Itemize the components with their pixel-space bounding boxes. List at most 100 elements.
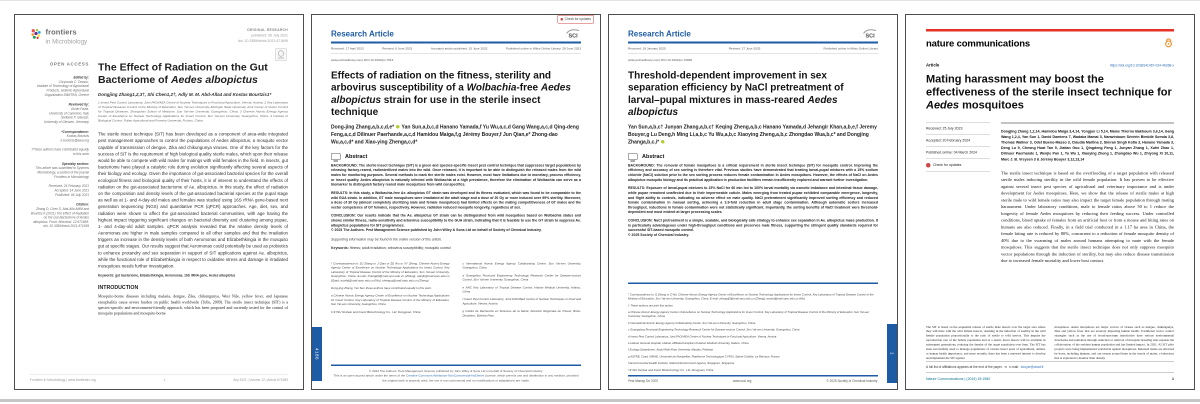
affiliation-g: g ASTRE, Cirad, INRAE, Université de Mon… — [628, 355, 780, 359]
nature-header: nature communications — [926, 37, 1174, 51]
paper-page-wiley-2023: Check for updates Research Article SCI R… — [311, 14, 601, 390]
published-online-date: Published online in Wiley Online Library… — [506, 47, 581, 51]
check-updates-label: Check for updates — [564, 17, 591, 22]
check-updates-dot-icon — [560, 18, 564, 21]
frontiers-sidebar: OPEN ACCESS Edited by: Chrysoula C. Tass… — [30, 61, 89, 374]
open-access-icon — [1163, 37, 1174, 51]
doi-line[interactable]: (wileyonlinelibrary.com) DOI 10.1002/ps.… — [628, 58, 693, 63]
authors-line: Yan Sun,a,b,c† Junyan Zhang,a,b,c† Keqin… — [628, 124, 877, 145]
affiliations: 1 Insect Pest Control Laboratory, Joint … — [98, 101, 288, 123]
sci-logo-icon: SCI — [564, 27, 581, 39]
doi-link[interactable]: https://doi.org/10.1038/s41467-024-46268… — [1109, 64, 1174, 68]
affiliation-d: d Insect Pest Control Laboratory, Joint … — [628, 335, 777, 339]
abstract-conclusion: CONCLUSION: NaCl pretreatment is a simpl… — [628, 219, 878, 238]
footnotes: * Correspondence to: DJ Zhang or J Qian … — [331, 262, 581, 321]
joint-first-author-note: † These authors are joint first author. — [628, 304, 674, 308]
sci-logo-icon: SCI — [861, 27, 878, 39]
open-access-label: OPEN ACCESS — [49, 61, 89, 67]
introduction-heading: INTRODUCTION — [98, 284, 139, 291]
affiliation-d: d Guangzhou Provincial Engineering Techn… — [462, 274, 582, 282]
affiliation-a: a Chinese Atomic Energy Agency Center of… — [331, 294, 450, 307]
cc-license-link[interactable]: Creative Commons Attribution-NonCommerci… — [406, 374, 485, 378]
check-for-updates-badge[interactable]: Check for updates — [557, 15, 594, 24]
received-date: Received: 25 July 2023 — [926, 122, 990, 134]
footer-page-number: 1 — [163, 378, 166, 383]
citation-label: Citation: — [76, 203, 89, 207]
footer-copyright: © 2023 The Authors. Pest Management Scie… — [368, 369, 544, 374]
accepted-date: Accepted: 20 February 2024 — [926, 134, 990, 146]
paper-title: Threshold-dependent improvement in sex s… — [628, 70, 844, 118]
dates-row: Received: 17 April 2023 Revised: 6 June … — [331, 47, 581, 54]
equal-contribution-note: †These authors have contributed equally … — [31, 148, 89, 157]
paper-title: The Effect of Radiation on the Gut Bacte… — [98, 61, 268, 86]
accepted-date: Accepted article published: 15 June 2023 — [430, 47, 488, 51]
abstract-text: The sterile insect technique (SIT) has b… — [98, 131, 288, 269]
paper-page-wiley-2025: Research Article SCI Received: 18 Januar… — [608, 14, 898, 390]
keywords-line: Keywords: fitness; adult irradiation; ar… — [331, 246, 451, 251]
email-link[interactable]: bouyer@cirad.fr — [1020, 365, 1044, 369]
orcid-icon[interactable] — [396, 125, 400, 129]
correspondence-note[interactable]: * Correspondence to: D Zhang or Z Wu, Ch… — [628, 293, 874, 301]
footnotes-block: * Correspondence to: D Zhang or Z Wu, Ch… — [628, 282, 878, 383]
footer-rule — [331, 364, 581, 367]
affiliation-h: h Environmental Health Institute, Nation… — [628, 362, 735, 366]
crossmark-circle-icon — [278, 50, 284, 57]
footer-journal: Pest Manag Sci 2025 — [628, 379, 658, 384]
window-top-edge — [0, 0, 1200, 1]
page-footer: © 2023 The Authors. Pest Management Scie… — [331, 364, 581, 383]
crossmark-bar-icon — [278, 57, 284, 59]
check-for-updates-button[interactable]: Check for updates — [926, 158, 990, 172]
paper-page-nature-communications: nature communications Article https://do… — [905, 14, 1195, 390]
citation-value: Zhang D, Chen S, Abd-Alla AMM and Bourtz… — [30, 207, 89, 229]
window-bottom-edge — [0, 399, 1200, 402]
article-label: Article — [926, 62, 940, 68]
nature-red-bar — [926, 29, 1174, 32]
check-for-updates-icon[interactable] — [275, 48, 287, 61]
abstract-background: BACKGROUND: The removal of female mosqui… — [628, 163, 878, 182]
orcid-icon[interactable] — [661, 140, 665, 144]
footer-page-number: 1 — [1172, 377, 1174, 382]
footer-url[interactable]: www.soci.org — [732, 379, 752, 384]
abstract-heading: Abstract — [628, 152, 878, 162]
published-online-date: Published online in Wiley Online Library — [823, 47, 878, 51]
published-date-side: Published: 06 July 2021 — [55, 193, 89, 197]
article-history-sidebar: Received: 25 July 2023 Accepted: 20 Febr… — [926, 122, 990, 315]
body-column-1: The SIT is based on the sequential relea… — [926, 325, 1046, 361]
page-footer: Nature Communications | (2024) 15:1980 1 — [926, 373, 1174, 382]
paper-title: Mating harassment may boost the effectiv… — [926, 72, 1172, 111]
page-number-tab: 4186 — [312, 327, 322, 381]
footnotes: * Correspondence to: D Zhang or Z Wu, Ch… — [628, 293, 878, 373]
footer-rule — [628, 375, 878, 377]
abstract-text: The sterile insect technique is based on… — [1001, 170, 1174, 264]
received-date: Received: 24 February 2021 — [48, 184, 89, 189]
page-number-tab: 1 — [887, 324, 897, 383]
nature-content-column: Dongjing Zhang 1,2,14, Hamidou Maiga 3,4… — [1001, 122, 1174, 315]
journal-name-sub: in Microbiology — [45, 38, 88, 45]
section-label: Research Article — [331, 30, 394, 39]
introduction-text: Mosquito-borne diseases including malari… — [98, 294, 288, 316]
affiliation-f: f Insect Pest Control Laboratory, Joint … — [462, 298, 582, 306]
equal-contribution-note: Dong-jing Zhang, Yan Sun these authors h… — [331, 287, 432, 291]
revised-date: Revised: 27 June 2025 — [728, 47, 761, 51]
paper-page-frontiers: frontiers in Microbiology ORIGINAL RESEA… — [14, 14, 304, 390]
affiliation-b: b International Atomic Energy Agency Col… — [628, 321, 756, 325]
wiley-header: Research Article SCI — [331, 27, 581, 39]
journal-name: frontiers in Microbiology — [46, 28, 88, 46]
affiliation-c: c International Atomic Energy Agency Col… — [462, 262, 582, 270]
footer-journal-url[interactable]: Frontiers in Microbiology | www.frontier… — [30, 378, 96, 383]
accepted-date: Accepted: 14 June 2021 — [54, 188, 89, 193]
wiley-header: Research Article SCI — [628, 27, 878, 39]
footer-copyright: © 2025 Society of Chemical Industry. — [826, 379, 878, 384]
reviewed-by-label: Reviewed by: — [68, 103, 89, 107]
doi-line[interactable]: (wileyonlinelibrary.com) DOI 10.1002/ps.… — [331, 58, 394, 63]
correspondence-value[interactable]: Kostas Bourtzis k.bourtzis@iaea.org — [60, 134, 89, 143]
page-footer: Pest Manag Sci 2025 www.soci.org © 2025 … — [628, 380, 878, 384]
correspondence-note[interactable]: * Correspondence to: DJ Zhang or J Qian … — [331, 262, 450, 283]
published-date: Published online: 04 March 2024 — [926, 146, 990, 158]
footer-license: This is an open access article under the… — [333, 374, 579, 383]
doi-link[interactable]: doi: 10.3389/fmicb.2021.671699 — [237, 39, 288, 43]
abstract-results: RESULTS: Exposure of larval-pupal mixtur… — [628, 186, 878, 215]
footnotes-rule — [628, 282, 878, 284]
